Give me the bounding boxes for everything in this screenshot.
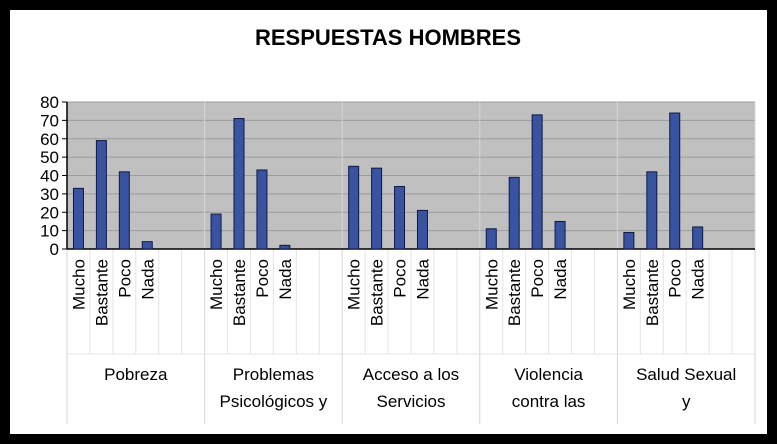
group-label: Servicios xyxy=(377,392,446,411)
y-tick-label: 60 xyxy=(40,130,59,149)
x-tick-label: Nada xyxy=(413,258,432,299)
bar xyxy=(95,140,107,250)
x-tick-label: Bastante xyxy=(92,259,111,326)
bar xyxy=(554,220,566,250)
x-tick-label: Mucho xyxy=(207,259,226,310)
y-tick-label: 50 xyxy=(40,148,59,167)
chart-title: RESPUESTAS HOMBRES xyxy=(255,25,521,50)
bar xyxy=(279,244,291,250)
group-label: Psicológicos y xyxy=(220,392,328,411)
x-tick-label: Mucho xyxy=(482,259,501,310)
group-label: Problemas xyxy=(233,365,314,384)
bar xyxy=(233,118,245,250)
bar xyxy=(508,176,520,250)
group-label: Acceso a los xyxy=(363,365,459,384)
y-tick-label: 20 xyxy=(40,203,59,222)
chart-frame: RESPUESTAS HOMBRES 0 10 20 30 40 50 60 70 80 Much… xyxy=(10,10,767,434)
group-label: Salud Sexual xyxy=(636,365,736,384)
y-tick-label: 80 xyxy=(40,93,59,112)
x-tick-label: Nada xyxy=(138,258,157,299)
bar xyxy=(348,165,360,250)
bar xyxy=(485,228,497,250)
bar xyxy=(141,241,153,250)
x-tick-label: Poco xyxy=(253,259,272,298)
bar xyxy=(623,231,635,250)
x-tick-label: Mucho xyxy=(345,259,364,310)
bar xyxy=(692,226,704,250)
x-tick-label: Bastante xyxy=(368,259,387,326)
y-tick-label: 0 xyxy=(50,240,59,259)
y-tick-label: 10 xyxy=(40,222,59,241)
bar xyxy=(531,114,543,250)
bar xyxy=(394,186,406,250)
x-tick-label: Mucho xyxy=(620,259,639,310)
x-tick-label: Bastante xyxy=(230,259,249,326)
group-label: Pobreza xyxy=(104,365,168,384)
x-tick-label: Poco xyxy=(391,259,410,298)
bar xyxy=(210,213,222,250)
x-tick-label: Poco xyxy=(666,259,685,298)
bar xyxy=(669,112,681,250)
bar xyxy=(646,171,658,250)
bar xyxy=(256,169,268,250)
x-tick-label: Bastante xyxy=(643,259,662,326)
x-tick-label: Nada xyxy=(551,258,570,299)
bar xyxy=(72,187,84,250)
y-tick-label: 70 xyxy=(40,111,59,130)
x-tick-label: Poco xyxy=(115,259,134,298)
group-label: y xyxy=(682,392,691,411)
y-tick-label: 40 xyxy=(40,167,59,186)
bar xyxy=(118,171,130,250)
group-label: contra las xyxy=(512,392,586,411)
x-tick-label: Nada xyxy=(276,258,295,299)
group-label: Violencia xyxy=(514,365,583,384)
x-tick-label: Nada xyxy=(689,258,708,299)
x-tick-label: Mucho xyxy=(69,259,88,310)
y-tick-label: 30 xyxy=(40,185,59,204)
bar xyxy=(371,167,383,250)
bar xyxy=(416,209,428,250)
x-tick-label: Poco xyxy=(528,259,547,298)
x-tick-label: Bastante xyxy=(505,259,524,326)
